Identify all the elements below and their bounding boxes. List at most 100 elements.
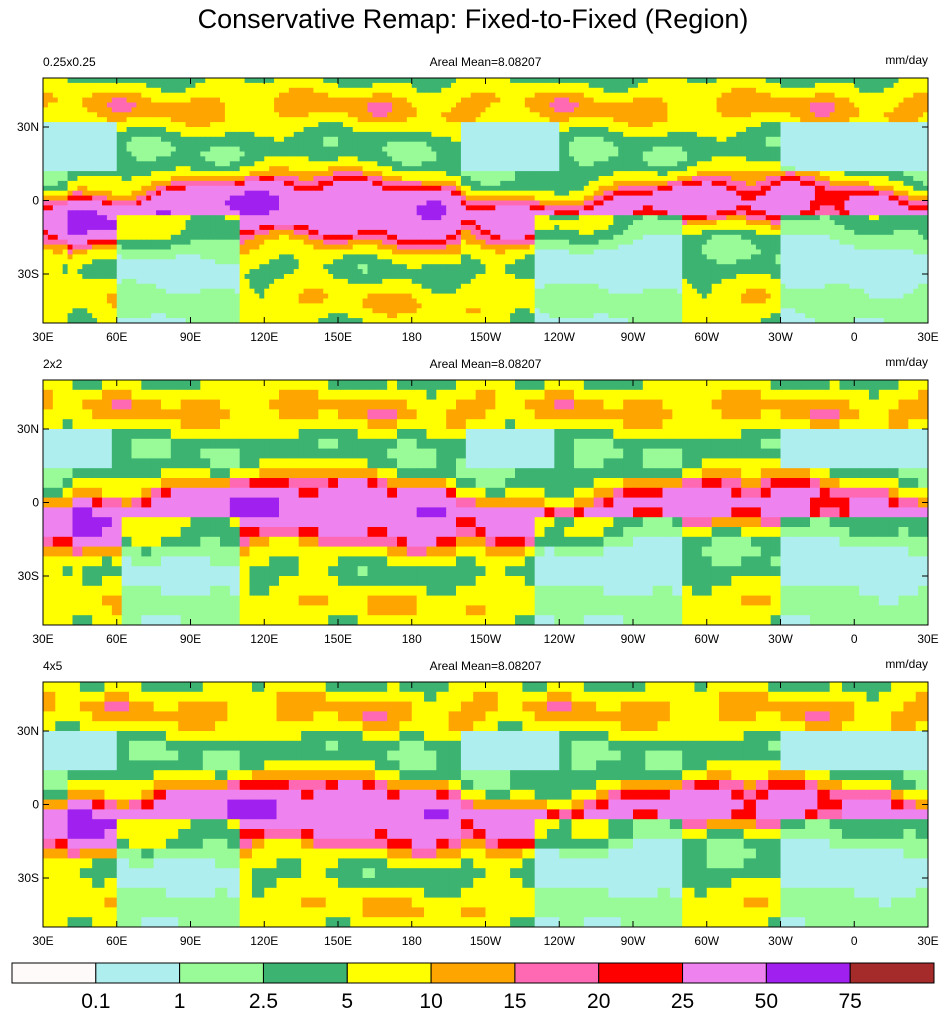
precip-cell xyxy=(185,190,191,196)
precip-cell xyxy=(52,190,59,196)
precip-cell xyxy=(839,131,845,138)
precip-cell xyxy=(431,131,437,138)
precip-cell xyxy=(854,171,860,177)
precip-cell xyxy=(67,107,73,113)
precip-cell xyxy=(918,205,924,211)
precip-cell xyxy=(446,102,452,108)
precip-cell xyxy=(170,156,177,162)
precip-cell xyxy=(392,195,398,201)
precip-cell xyxy=(711,131,717,138)
precip-cell xyxy=(347,171,354,177)
precip-cell xyxy=(711,166,717,172)
precip-cell xyxy=(775,166,781,172)
precip-cell xyxy=(249,92,255,98)
precip-cell xyxy=(210,141,216,147)
precip-cell xyxy=(633,131,639,138)
precip-cell xyxy=(52,200,59,206)
precip-cell xyxy=(264,185,270,192)
precip-cell xyxy=(131,146,137,152)
precip-cell xyxy=(883,171,890,177)
precip-cell xyxy=(485,176,491,182)
precip-cell xyxy=(864,166,870,172)
precip-cell xyxy=(392,102,398,108)
precip-cell xyxy=(338,117,344,123)
precip-cell xyxy=(519,127,526,133)
precip-cell xyxy=(87,102,93,108)
precip-cell xyxy=(274,146,280,152)
precip-cell xyxy=(229,185,236,192)
precip-cell xyxy=(387,117,393,123)
precip-cell xyxy=(647,195,654,201)
precip-cell xyxy=(92,180,98,187)
precip-cell xyxy=(215,127,221,133)
precip-cell xyxy=(824,180,831,187)
precip-cell xyxy=(696,136,703,143)
precip-cell xyxy=(534,176,540,182)
precip-cell xyxy=(141,146,147,152)
precip-cell xyxy=(156,117,162,123)
precip-cell xyxy=(116,156,123,162)
precip-cell xyxy=(57,210,64,216)
precip-cell xyxy=(328,195,334,201)
precip-cell xyxy=(451,185,457,192)
precip-cell xyxy=(401,78,408,84)
precip-cell xyxy=(224,156,231,162)
precip-cell xyxy=(834,82,840,89)
precip-cell xyxy=(156,136,162,143)
precip-cell xyxy=(593,78,599,84)
precip-cell xyxy=(259,141,265,147)
precip-cell xyxy=(559,127,565,133)
precip-cell xyxy=(303,141,309,147)
precip-cell xyxy=(505,195,511,201)
precip-cell xyxy=(87,87,93,94)
precip-cell xyxy=(810,131,816,138)
precip-cell xyxy=(210,78,216,84)
precip-cell xyxy=(323,171,329,177)
precip-cell xyxy=(495,200,501,206)
precip-cell xyxy=(62,185,68,192)
precip-cell xyxy=(539,180,545,187)
precip-cell xyxy=(569,210,575,216)
precip-cell xyxy=(293,190,300,196)
precip-cell xyxy=(893,87,899,94)
precip-cell xyxy=(780,136,786,143)
precip-cell xyxy=(534,131,540,138)
precip-cell xyxy=(819,131,826,138)
precip-cell xyxy=(323,136,329,143)
precip-cell xyxy=(795,136,801,143)
precip-cell xyxy=(672,161,678,167)
precip-cell xyxy=(657,180,663,187)
precip-cell xyxy=(279,87,285,94)
precip-cell xyxy=(696,166,703,172)
precip-cell xyxy=(701,185,708,192)
precip-cell xyxy=(190,141,196,147)
precip-cell xyxy=(77,107,83,113)
precip-cell xyxy=(87,171,93,177)
precip-cell xyxy=(426,190,432,196)
precip-cell xyxy=(849,122,855,128)
precip-cell xyxy=(82,180,88,187)
precip-cell xyxy=(318,141,324,147)
precip-cell xyxy=(716,141,722,147)
precip-cell xyxy=(524,82,531,89)
precip-cell xyxy=(903,176,909,182)
precip-cell xyxy=(652,210,658,216)
precip-cell xyxy=(603,185,609,192)
precip-cell xyxy=(205,161,211,167)
precip-cell xyxy=(608,166,614,172)
precip-cell xyxy=(67,117,73,123)
precip-cell xyxy=(421,127,427,133)
precip-cell xyxy=(608,131,614,138)
precip-cell xyxy=(878,122,885,128)
precip-cell xyxy=(170,82,177,89)
precip-cell xyxy=(175,200,182,206)
precip-cell xyxy=(706,180,713,187)
precip-cell xyxy=(687,87,693,94)
precip-cell xyxy=(411,112,418,118)
precip-cell xyxy=(441,200,447,206)
precip-cell xyxy=(849,161,855,167)
precip-cell xyxy=(136,117,142,123)
precip-cell xyxy=(672,78,678,84)
precip-cell xyxy=(288,78,295,84)
precip-cell xyxy=(460,127,467,133)
